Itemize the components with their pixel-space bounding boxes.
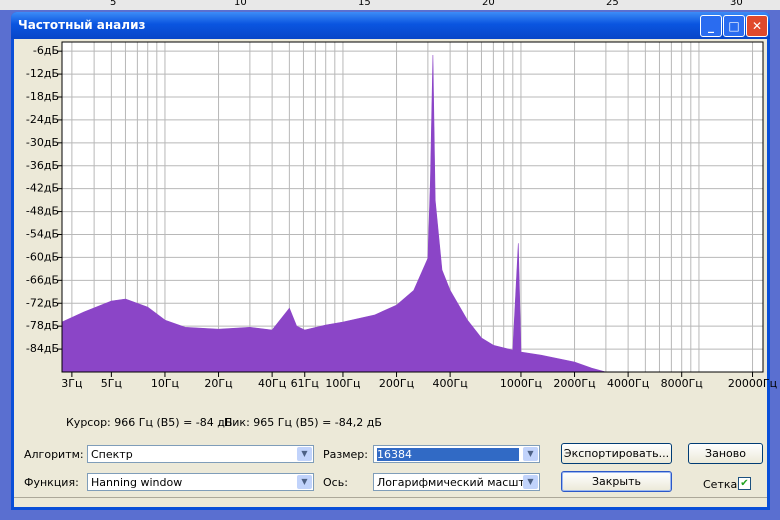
- axis-value: Логарифмический масштаб: [377, 476, 539, 489]
- algorithm-label: Алгоритм:: [24, 448, 84, 461]
- function-value: Hanning window: [91, 476, 183, 489]
- x-tick-label: 20000Гц: [728, 377, 777, 390]
- size-value: 16384: [377, 448, 519, 461]
- x-tick-label: 2000Гц: [553, 377, 595, 390]
- function-select[interactable]: Hanning window ▼: [87, 473, 314, 491]
- x-tick-label: 10Гц: [151, 377, 179, 390]
- function-label: Функция:: [24, 476, 79, 489]
- x-tick-label: 400Гц: [433, 377, 468, 390]
- status-peak: Пик: 965 Гц (B5) = -84,2 дБ: [224, 416, 382, 429]
- x-tick-label: 5Гц: [101, 377, 122, 390]
- algorithm-value: Спектр: [91, 448, 133, 461]
- algorithm-select[interactable]: Спектр ▼: [87, 445, 314, 463]
- x-tick-label: 20Гц: [204, 377, 232, 390]
- y-tick-label: -36дБ: [26, 159, 59, 172]
- x-tick-label: 8000Гц: [661, 377, 703, 390]
- separator: [14, 497, 767, 498]
- axis-select[interactable]: Логарифмический масштаб ▼: [373, 473, 540, 491]
- y-tick-label: -6дБ: [33, 44, 59, 57]
- y-tick-label: -18дБ: [26, 90, 59, 103]
- size-select[interactable]: 16384 ▼: [373, 445, 540, 463]
- y-tick-label: -30дБ: [26, 136, 59, 149]
- y-tick-label: -42дБ: [26, 182, 59, 195]
- axis-label: Ось:: [323, 476, 348, 489]
- plot-frame: [61, 41, 764, 373]
- ruler: 5 10 15 20 25 30: [0, 0, 780, 10]
- grid-checkbox[interactable]: ✔: [738, 477, 751, 490]
- x-tick-label: 1000Гц: [500, 377, 542, 390]
- y-tick-label: -54дБ: [26, 228, 59, 241]
- ruler-label: 25: [606, 0, 619, 8]
- size-label: Размер:: [323, 448, 368, 461]
- x-tick-label: 4000Гц: [607, 377, 649, 390]
- minimize-button[interactable]: _: [700, 15, 722, 37]
- status-cursor: Курсор: 966 Гц (B5) = -84 дБ: [66, 416, 233, 429]
- close-window-button[interactable]: ✕: [746, 15, 768, 37]
- window-title: Частотный анализ: [18, 18, 146, 32]
- y-tick-label: -66дБ: [26, 273, 59, 286]
- x-tick-label: 40Гц: [258, 377, 286, 390]
- ruler-label: 30: [730, 0, 743, 8]
- y-tick-label: -78дБ: [26, 319, 59, 332]
- close-button[interactable]: Закрыть: [561, 471, 672, 492]
- y-tick-label: -60дБ: [26, 250, 59, 263]
- maximize-button[interactable]: □: [723, 15, 745, 37]
- export-button[interactable]: Экспортировать...: [561, 443, 672, 464]
- x-tick-label: 100Гц: [325, 377, 360, 390]
- y-tick-label: -72дБ: [26, 296, 59, 309]
- grid-label: Сетка: [703, 478, 738, 491]
- ruler-label: 10: [234, 0, 247, 8]
- spectrum-area: [61, 54, 606, 373]
- x-tick-label: 200Гц: [379, 377, 414, 390]
- x-tick-label: 3Гц: [61, 377, 82, 390]
- replot-button[interactable]: Заново: [688, 443, 763, 464]
- y-tick-label: -48дБ: [26, 205, 59, 218]
- ruler-label: 5: [110, 0, 117, 8]
- ruler-label: 15: [358, 0, 371, 8]
- ruler-label: 20: [482, 0, 495, 8]
- y-tick-label: -12дБ: [26, 67, 59, 80]
- x-tick-label: 61Гц: [291, 377, 319, 390]
- y-tick-label: -24дБ: [26, 113, 59, 126]
- y-tick-label: -84дБ: [26, 342, 59, 355]
- title-bar: Частотный анализ _ □ ✕: [11, 12, 770, 39]
